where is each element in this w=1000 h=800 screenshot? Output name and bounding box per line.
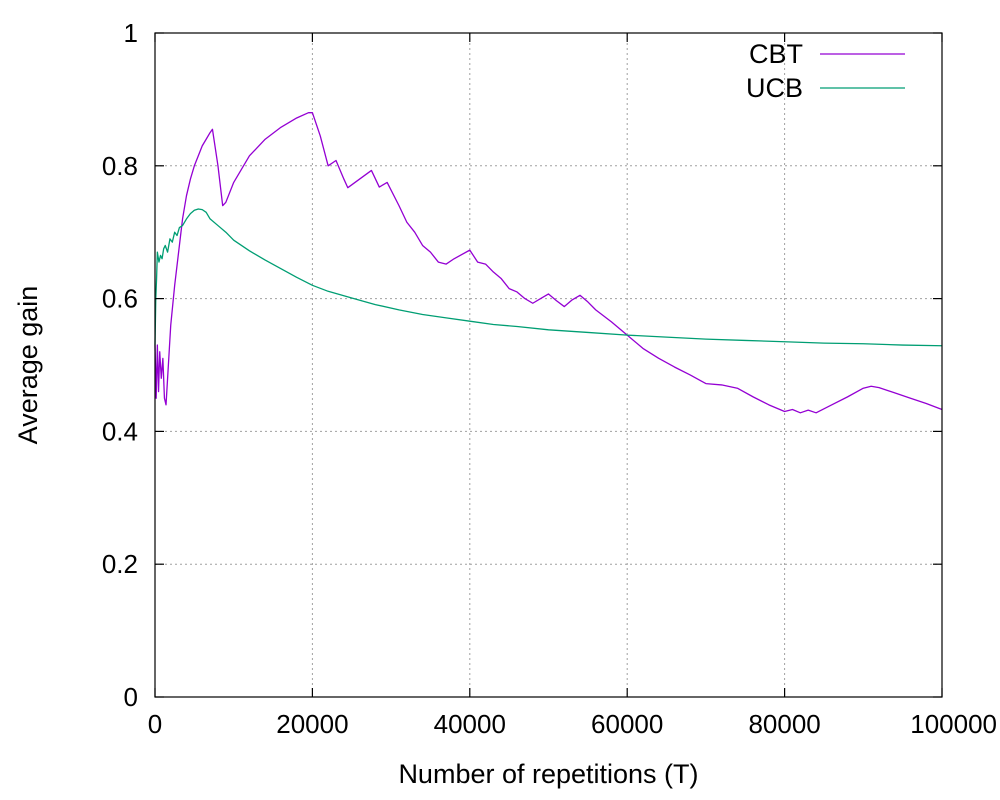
plot-frame (154, 32, 943, 698)
legend-label-cbt: CBT (749, 39, 803, 69)
x-axis-title: Number of repetitions (T) (398, 759, 698, 789)
x-tick-label: 60000 (591, 709, 663, 739)
series-line-cbt (154, 112, 943, 414)
x-tick-label: 40000 (434, 709, 506, 739)
legend-label-ucb: UCB (746, 73, 803, 103)
y-tick-label: 0.6 (102, 284, 138, 314)
y-tick-label: 1 (124, 18, 138, 48)
y-axis-title: Average gain (13, 286, 43, 445)
series-line-ucb (154, 208, 943, 347)
grid-lines (155, 33, 942, 697)
series-lines (154, 112, 943, 414)
x-tick-label: 0 (148, 709, 162, 739)
y-tick-label: 0 (124, 682, 138, 712)
y-tick-label: 0.2 (102, 549, 138, 579)
x-tick-label: 20000 (276, 709, 348, 739)
axis-ticks (154, 32, 943, 698)
y-tick-label: 0.4 (102, 416, 138, 446)
legend: CBT UCB (746, 39, 905, 103)
y-tick-label: 0.8 (102, 151, 138, 181)
x-tick-label: 80000 (748, 709, 820, 739)
x-tick-labels: 0 20000 40000 60000 80000 100000 (148, 709, 997, 739)
y-tick-labels: 0 0.2 0.4 0.6 0.8 1 (102, 18, 138, 712)
x-tick-label: 100000 (910, 709, 997, 739)
